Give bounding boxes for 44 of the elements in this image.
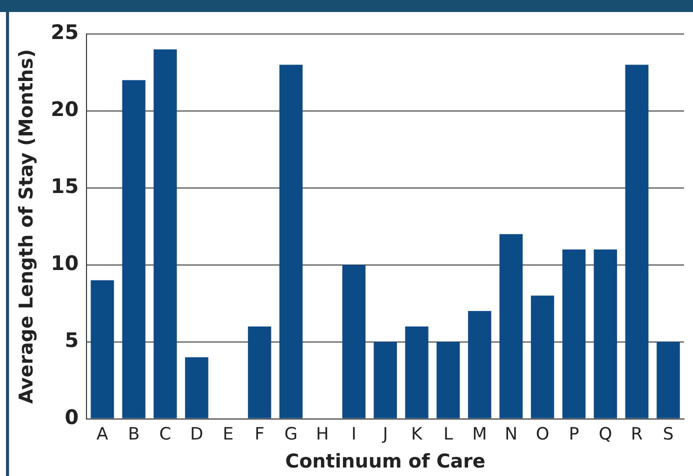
bar [468, 311, 492, 418]
x-tick-label: G [284, 424, 298, 444]
bar [625, 64, 648, 418]
y-tick-label: 20 [50, 97, 79, 122]
x-tick-label: M [472, 424, 487, 444]
bar [342, 264, 366, 418]
bar [185, 357, 208, 418]
bar [279, 64, 303, 418]
x-tick-label: Q [598, 424, 612, 444]
x-tick-label: J [382, 424, 388, 444]
bar [154, 49, 177, 418]
x-tick-label: N [504, 424, 518, 444]
bar [499, 234, 523, 418]
x-tick-label: R [630, 424, 643, 444]
bar [405, 326, 428, 418]
x-tick-label: L [443, 424, 454, 444]
bar [656, 342, 680, 418]
y-tick-label: 5 [64, 328, 79, 352]
x-tick-label: F [254, 424, 264, 444]
x-tick-label: A [96, 424, 109, 444]
bar [374, 342, 397, 418]
bar [122, 80, 146, 418]
y-tick-label: 10 [50, 251, 79, 276]
x-tick-label: O [536, 424, 550, 444]
bar [594, 249, 617, 418]
bar [530, 296, 554, 418]
x-tick-label: I [351, 424, 356, 444]
x-tick-label: C [159, 424, 172, 444]
y-axis-title: Average Length of Stay (Months) [15, 49, 38, 404]
x-tick-label: D [190, 424, 204, 444]
bar [562, 249, 586, 418]
y-tick-label: 15 [50, 174, 79, 198]
x-tick-label: B [128, 424, 140, 444]
x-axis-title: Continuum of Care [285, 450, 486, 473]
x-tick-label: S [662, 424, 674, 444]
x-tick-label: P [568, 424, 580, 444]
y-tick-label: 0 [64, 405, 79, 430]
x-tick-label: E [222, 424, 234, 444]
bar [90, 280, 114, 418]
y-tick-label: 25 [50, 20, 79, 44]
bar [436, 342, 460, 418]
x-tick-label: K [411, 424, 424, 444]
bar [248, 326, 272, 418]
x-tick-label: H [316, 424, 329, 444]
